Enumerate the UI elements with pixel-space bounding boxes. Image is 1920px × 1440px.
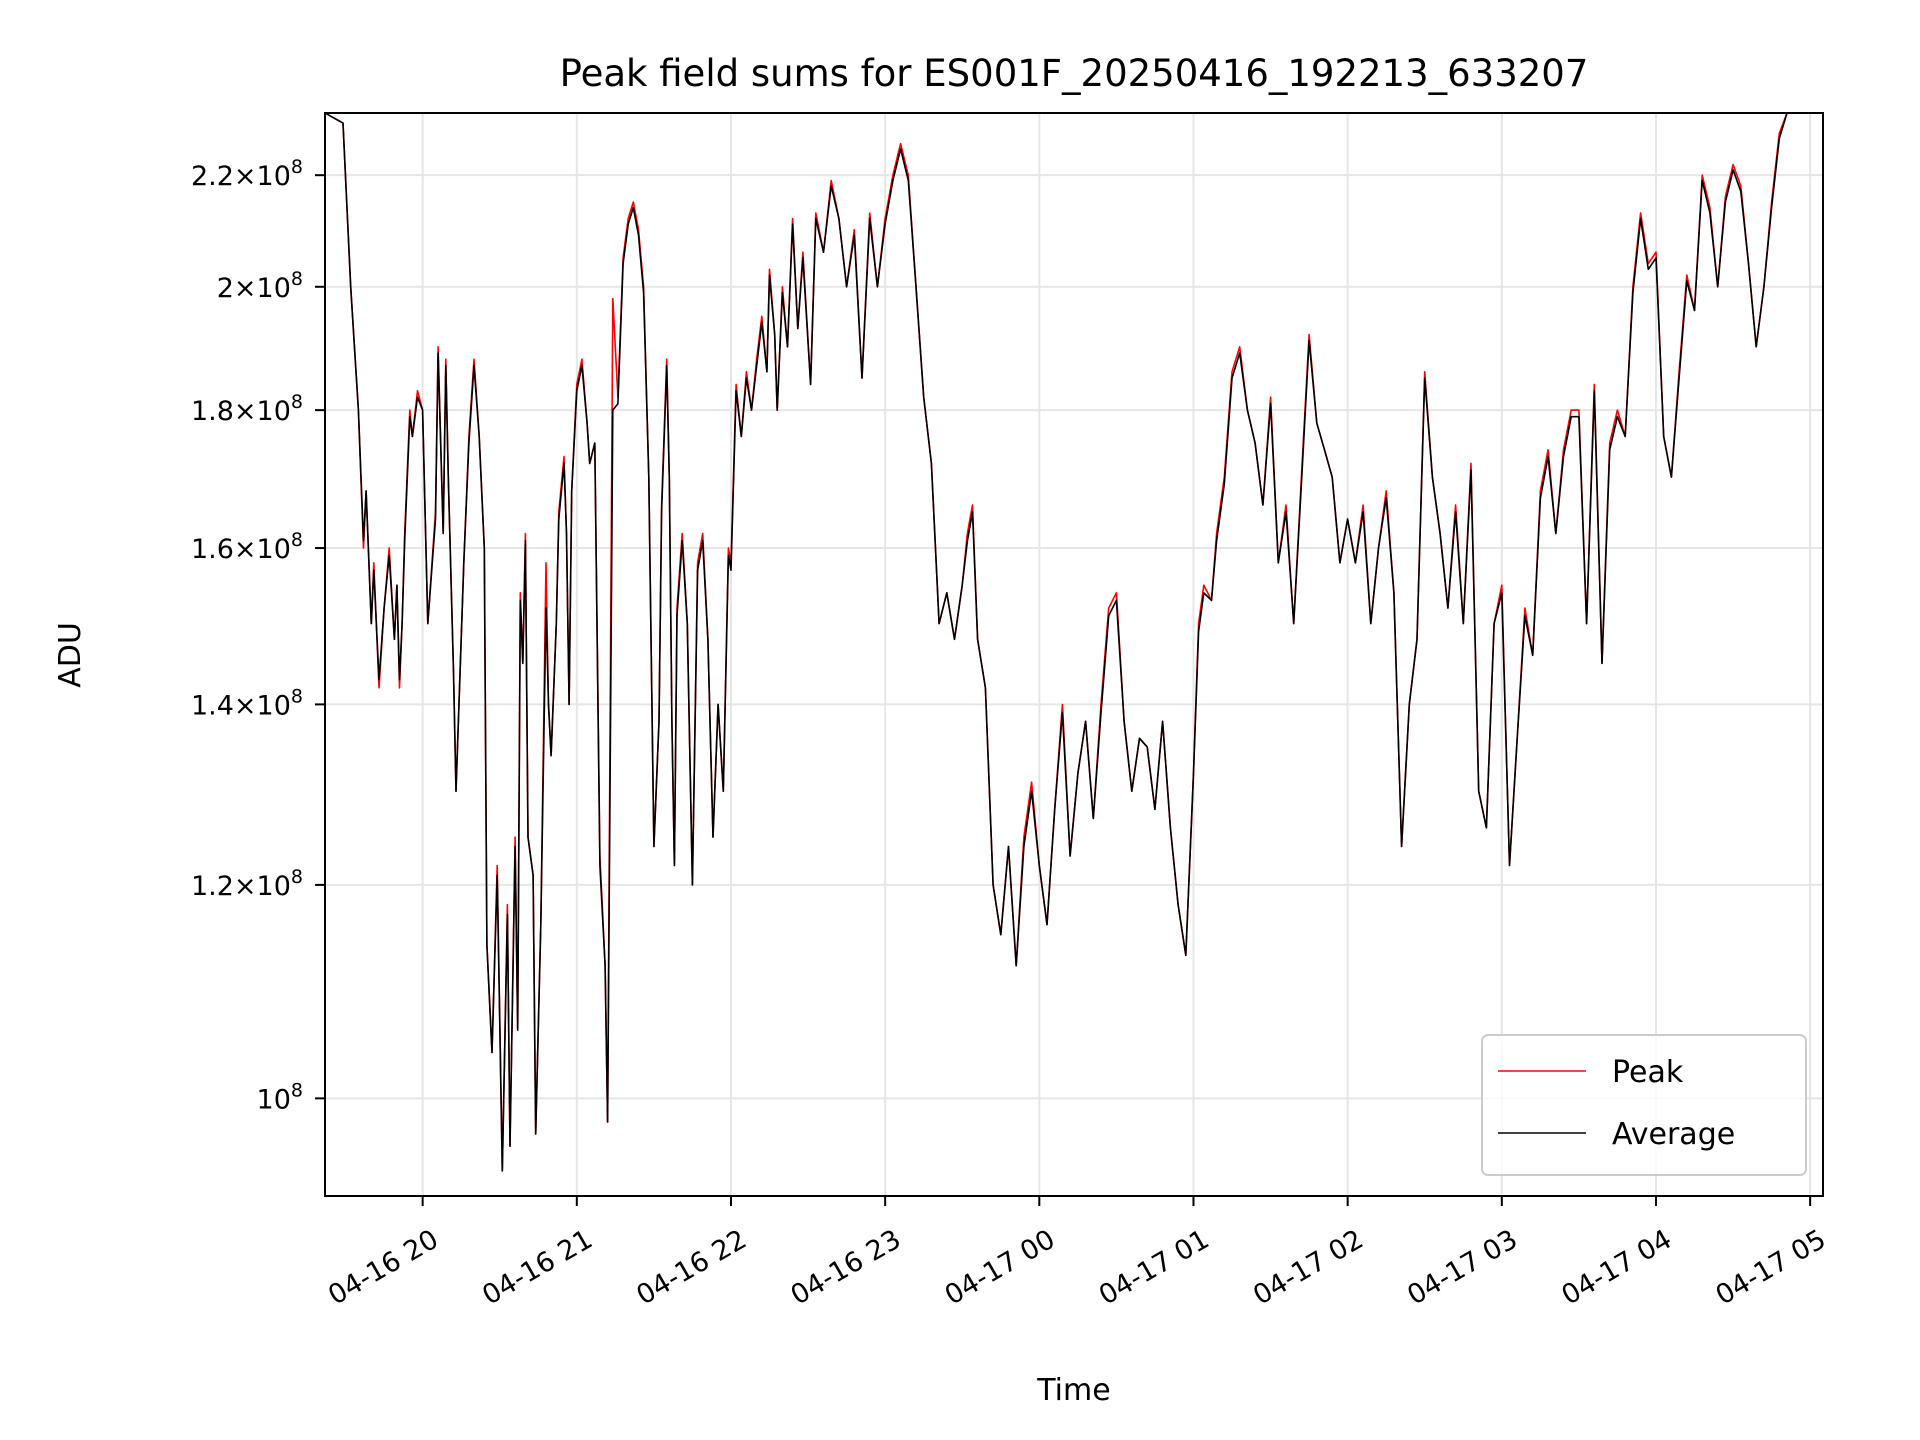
x-axis-title: Time <box>1036 1373 1110 1408</box>
legend-box <box>1481 1034 1807 1176</box>
legend-label-average: Average <box>1612 1117 1735 1152</box>
legend: Peak Average <box>1481 1034 1807 1176</box>
legend-label-peak: Peak <box>1612 1055 1684 1090</box>
y-tick-label: 2×108 <box>217 268 303 304</box>
y-tick-label: 108 <box>257 1079 303 1115</box>
y-axis-title: ADU <box>53 622 88 688</box>
series-group <box>325 113 1795 1172</box>
y-tick-label: 1.6×108 <box>191 529 303 565</box>
chart-title: Peak field sums for ES001F_20250416_1922… <box>560 52 1589 95</box>
series-line-average <box>325 113 1795 1172</box>
y-tick-label: 1.4×108 <box>191 685 303 721</box>
y-tick-label: 1.8×108 <box>191 391 303 427</box>
y-axis: 108 1.2×108 1.4×108 1.6×108 1.8×108 2×108 2.2×… <box>191 156 325 1115</box>
plot-frame <box>324 112 1824 1197</box>
y-tick-label: 1.2×108 <box>191 866 303 902</box>
y-tick-label: 2.2×108 <box>191 156 303 192</box>
